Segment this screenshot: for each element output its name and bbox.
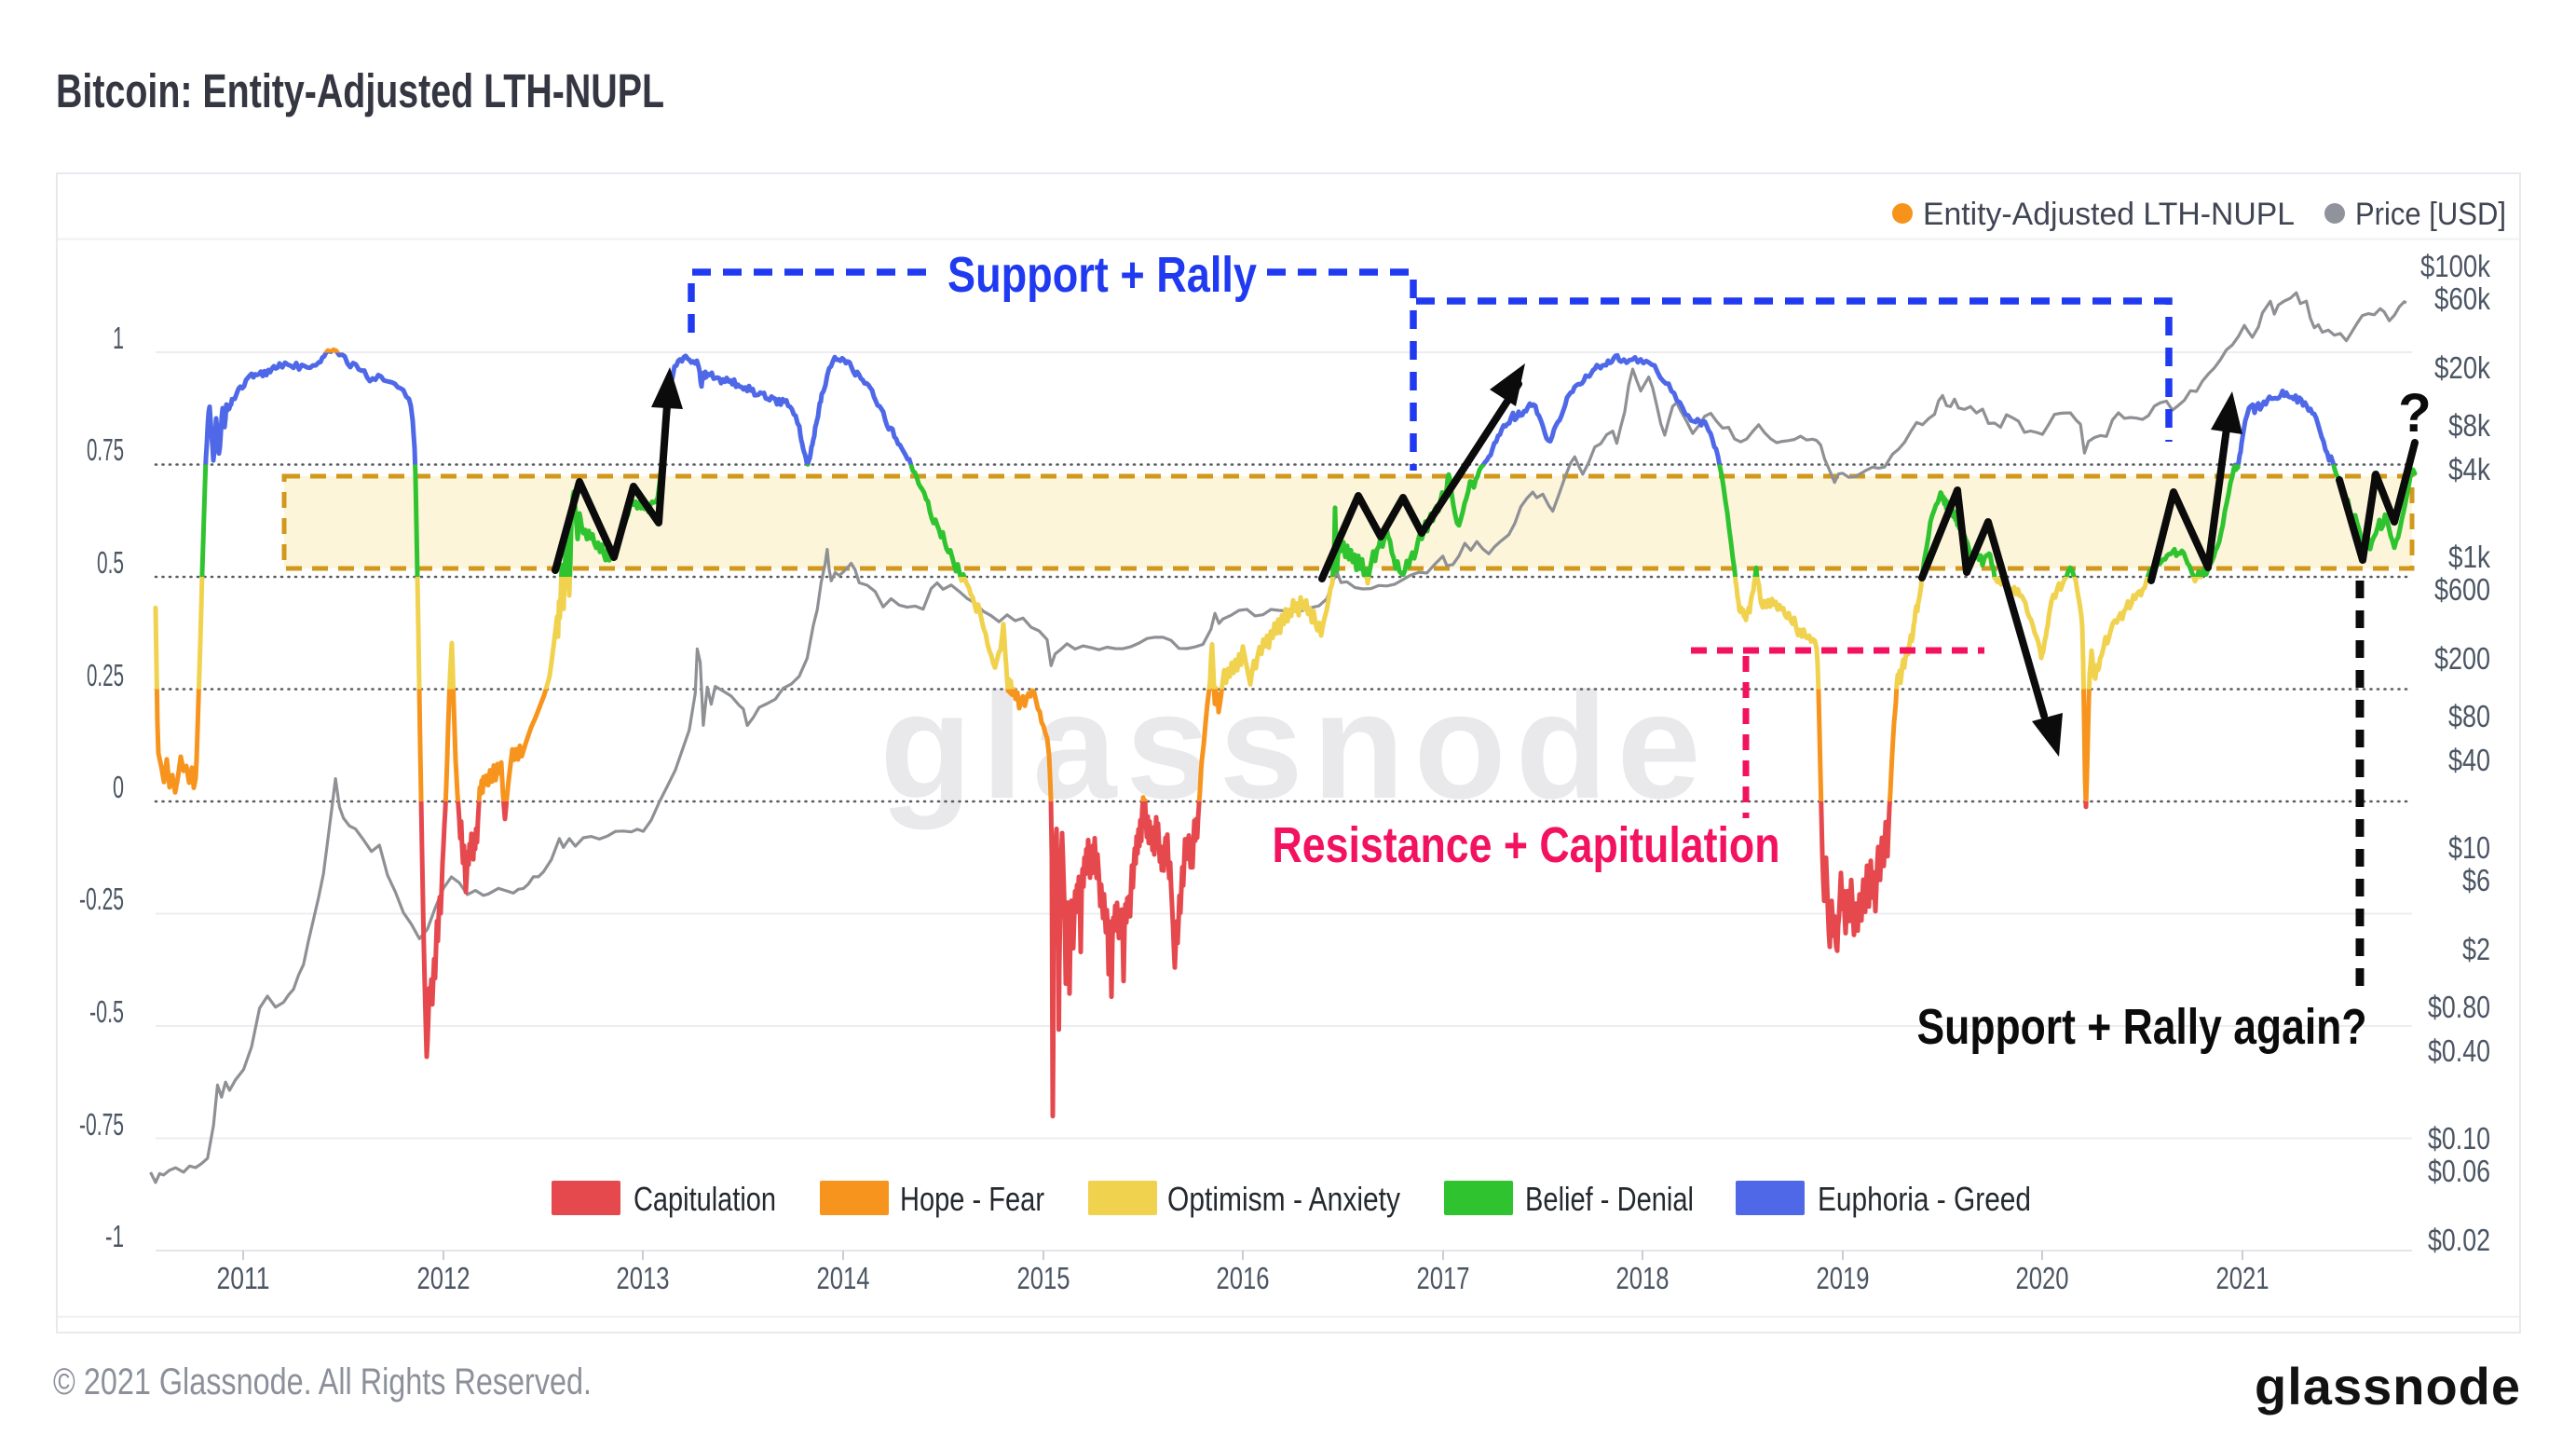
svg-text:2019: 2019 [1817,1261,1870,1295]
svg-text:$0.06: $0.06 [2428,1154,2490,1188]
svg-text:Entity-Adjusted LTH-NUPL: Entity-Adjusted LTH-NUPL [1923,197,2295,232]
svg-text:Belief - Denial: Belief - Denial [1525,1180,1694,1218]
svg-text:1: 1 [113,321,124,355]
svg-text:$10: $10 [2448,830,2490,865]
svg-text:?: ? [2398,383,2431,444]
svg-text:-0.75: -0.75 [79,1107,124,1142]
svg-text:0.75: 0.75 [87,432,124,467]
svg-text:© 2021 Glassnode. All Rights R: © 2021 Glassnode. All Rights Reserved. [53,1361,592,1402]
svg-text:2020: 2020 [2016,1261,2069,1295]
svg-text:-1: -1 [105,1219,124,1253]
svg-text:$80: $80 [2448,699,2490,733]
svg-text:Support + Rally again?: Support + Rally again? [1917,999,2367,1055]
svg-text:2016: 2016 [1217,1261,1270,1295]
svg-text:$20k: $20k [2434,350,2490,385]
svg-text:glassnode: glassnode [2255,1357,2521,1416]
svg-text:-0.25: -0.25 [79,882,124,916]
svg-text:Bitcoin: Entity-Adjusted LTH-N: Bitcoin: Entity-Adjusted LTH-NUPL [56,64,664,117]
svg-text:2012: 2012 [417,1261,470,1295]
svg-text:$100k: $100k [2420,249,2490,283]
svg-text:Resistance + Capitulation: Resistance + Capitulation [1273,817,1780,873]
svg-text:Optimism - Anxiety: Optimism - Anxiety [1167,1180,1400,1218]
svg-text:$0.80: $0.80 [2428,990,2490,1024]
svg-text:$0.02: $0.02 [2428,1223,2490,1257]
svg-text:0.5: 0.5 [97,545,124,580]
svg-text:2014: 2014 [817,1261,870,1295]
svg-text:2015: 2015 [1017,1261,1070,1295]
svg-text:2013: 2013 [617,1261,670,1295]
svg-text:Price [USD]: Price [USD] [2355,197,2506,232]
svg-text:$1k: $1k [2448,540,2490,574]
svg-text:0.25: 0.25 [87,658,124,692]
svg-text:0: 0 [113,770,124,804]
svg-text:$600: $600 [2434,572,2490,607]
svg-text:$60k: $60k [2434,281,2490,316]
svg-text:Euphoria - Greed: Euphoria - Greed [1818,1180,2031,1218]
svg-text:2018: 2018 [1616,1261,1670,1295]
svg-text:$2: $2 [2462,932,2490,966]
svg-text:2011: 2011 [217,1261,270,1295]
svg-text:$200: $200 [2434,641,2490,676]
svg-text:$6: $6 [2462,863,2490,897]
svg-text:$40: $40 [2448,743,2490,777]
svg-text:2017: 2017 [1417,1261,1470,1295]
svg-text:$0.10: $0.10 [2428,1121,2490,1156]
svg-text:$0.40: $0.40 [2428,1033,2490,1068]
svg-text:-0.5: -0.5 [89,994,124,1029]
svg-text:$4k: $4k [2448,452,2490,486]
svg-text:Capitulation: Capitulation [634,1180,776,1218]
svg-text:Hope - Fear: Hope - Fear [900,1180,1044,1218]
svg-text:glassnode: glassnode [879,662,1710,830]
svg-text:2021: 2021 [2216,1261,2269,1295]
svg-text:$8k: $8k [2448,408,2490,443]
svg-text:Support + Rally: Support + Rally [947,247,1257,303]
